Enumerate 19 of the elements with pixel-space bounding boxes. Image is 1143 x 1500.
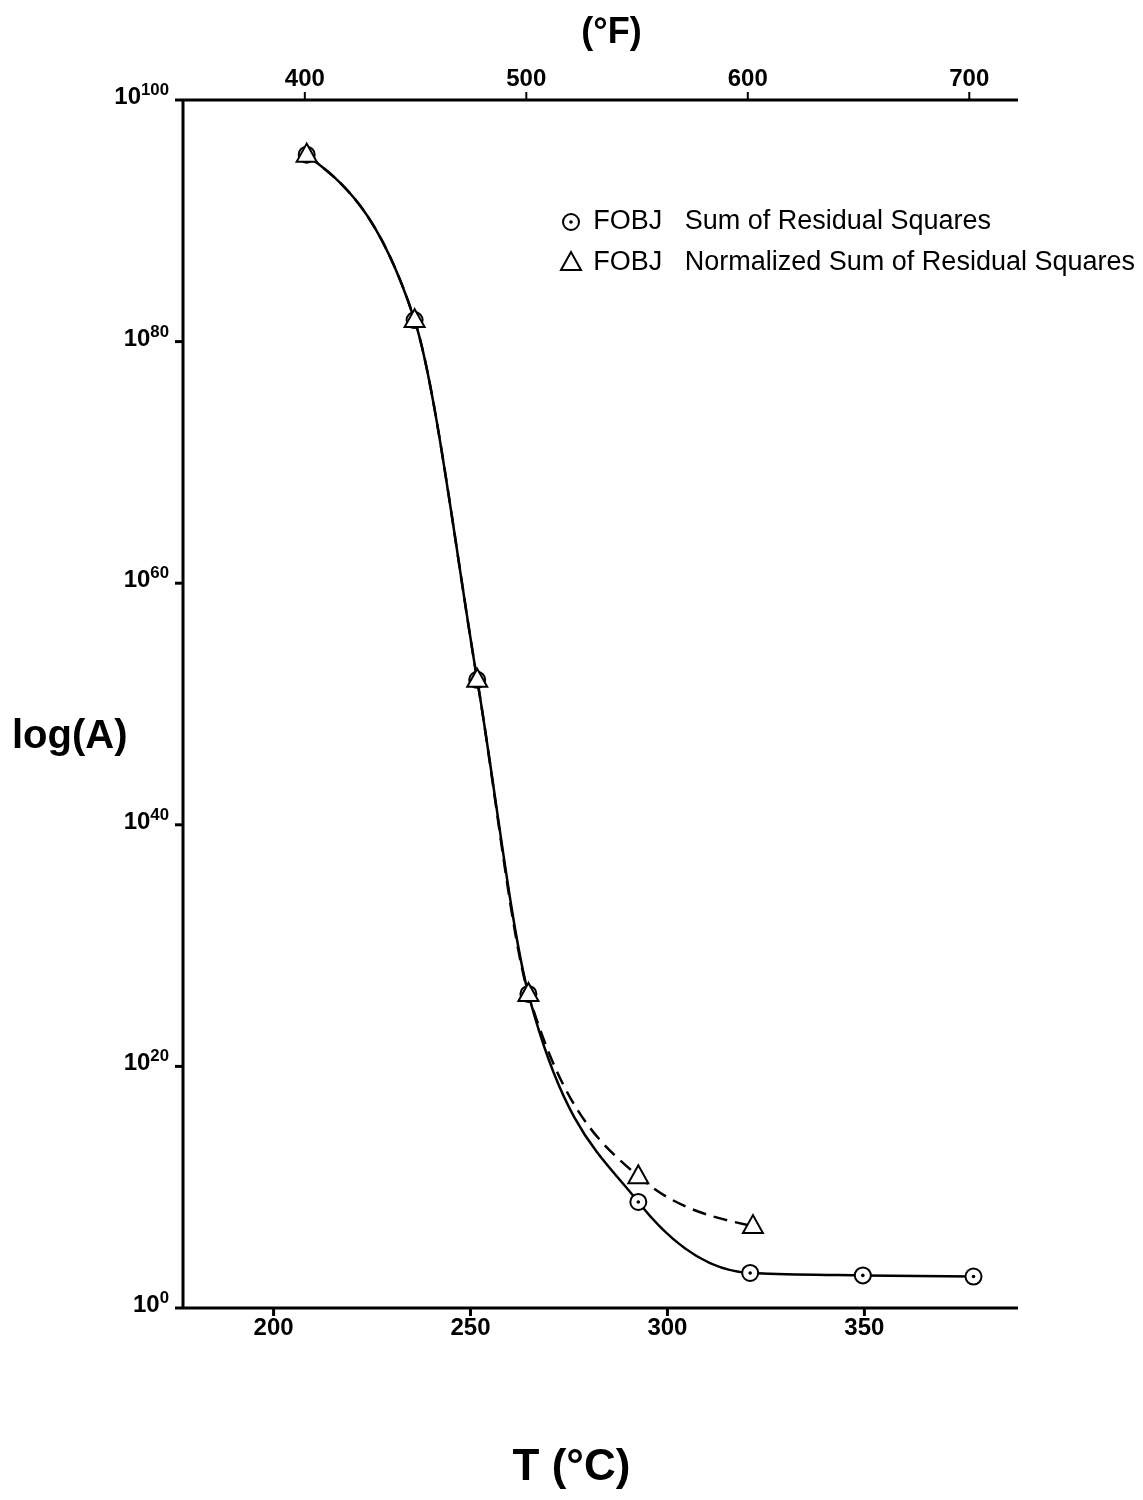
x2-tick-label: 400 [284, 64, 325, 91]
legend-label: FOBJ Normalized Sum of Residual Squares [593, 246, 1135, 277]
x-tick-label: 350 [844, 1313, 885, 1341]
x2-tick-label: 700 [949, 64, 990, 91]
x-tick-label: 300 [647, 1313, 688, 1341]
y-tick-label: 10$^{40}$ [123, 804, 169, 834]
y-tick-label: 10$^{80}$ [123, 321, 169, 351]
x2-axis-title: (°F) [580, 10, 643, 52]
x-tick-label: 200 [253, 1313, 294, 1341]
x2-tick-label: 500 [506, 64, 547, 91]
y-axis-title: log(A) [12, 712, 128, 757]
y-tick-label: 10$^{100}$ [114, 79, 169, 109]
x-axis-title: T (°C) [511, 1440, 632, 1490]
y-tick-label: 10$^{20}$ [123, 1045, 169, 1076]
x2-tick-label: 600 [727, 64, 768, 91]
x-tick-label: 250 [450, 1313, 491, 1341]
legend-label: FOBJ Sum of Residual Squares [593, 205, 991, 236]
y-tick-label: 10$^{60}$ [123, 562, 169, 593]
y-tick-label: 10$^{0}$ [132, 1287, 169, 1317]
